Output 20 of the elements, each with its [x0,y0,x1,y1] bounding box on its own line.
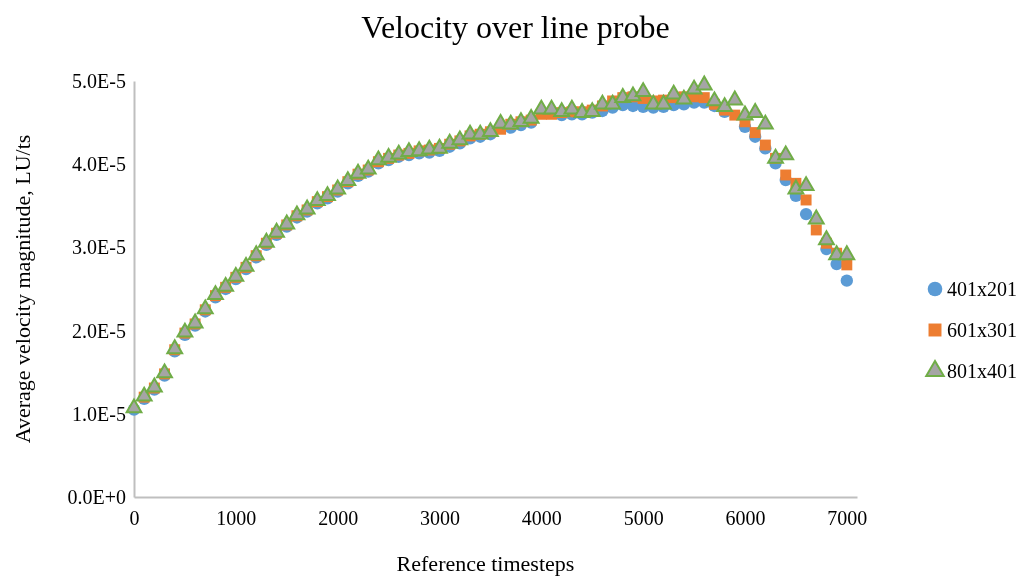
y-axis-title: Average velocity magnitude, LU/ts [10,134,35,444]
x-tick-label: 7000 [827,507,868,530]
legend-label: 601x301 [947,319,1017,341]
legend-label: 801x401 [947,360,1017,382]
x-axis-title: Reference timesteps [396,551,575,576]
x-tick-label: 3000 [419,507,460,530]
y-tick-label: 4.0E-5 [72,153,126,176]
y-tick-label: 3.0E-5 [72,236,126,259]
x-tick-label: 6000 [725,507,766,530]
y-tick-label: 5.0E-5 [72,69,126,92]
x-tick-label: 2000 [318,507,359,530]
x-tick-label: 0 [129,507,140,530]
x-tick-label: 4000 [521,507,562,530]
y-tick-label: 1.0E-5 [72,402,126,425]
y-tick-label: 0.0E+0 [67,485,126,508]
x-tick-label: 5000 [623,507,664,530]
y-tick-label: 2.0E-5 [72,319,126,342]
legend-label: 401x201 [947,278,1017,300]
x-tick-label: 1000 [216,507,257,530]
chart-title: Velocity over line probe [361,9,670,45]
